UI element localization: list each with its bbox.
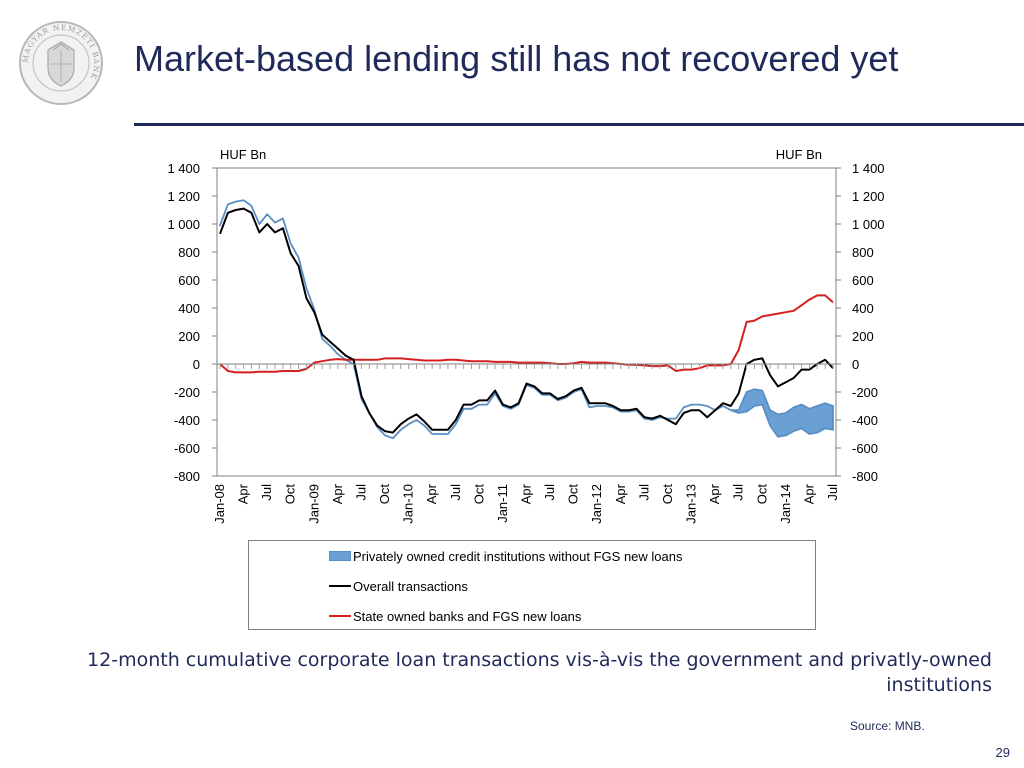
lending-chart: 1 400 1 400 1 200 1 200 1 000 1 000 800 800 600 6… <box>167 147 885 524</box>
x-tick-label: Jul <box>636 484 651 501</box>
x-tick-label: Jan-12 <box>589 484 604 524</box>
y-tick-label-right: 1 400 <box>852 161 885 176</box>
page-title: Market-based lending still has not recov… <box>134 38 899 79</box>
x-tick-label: Jul <box>825 484 840 501</box>
x-tick-label: Apr <box>519 483 534 504</box>
legend-label-state: State owned banks and FGS new loans <box>353 608 582 624</box>
x-tick-label: Jul <box>731 484 746 501</box>
source-note: Source: MNB. <box>850 719 925 733</box>
y-tick-label-right: 600 <box>852 273 874 288</box>
y-tick-label-right: -600 <box>852 441 878 456</box>
y-axis-label-left: HUF Bn <box>220 147 266 162</box>
x-tick-label: Apr <box>613 483 628 504</box>
y-tick-label-left: -600 <box>174 441 200 456</box>
y-tick-label-right: -800 <box>852 469 878 484</box>
y-tick-label-left: -800 <box>174 469 200 484</box>
y-tick-label-left: -400 <box>174 413 200 428</box>
y-tick-label-right: 800 <box>852 245 874 260</box>
x-tick-label: Apr <box>801 483 816 504</box>
x-tick-label: Jan-11 <box>495 484 510 523</box>
legend-swatch-overall <box>329 585 351 587</box>
x-tick-label: Jan-09 <box>306 484 321 524</box>
x-tick-label: Jul <box>448 484 463 501</box>
mnb-logo: MAGYAR NEMZETI BANK <box>19 21 103 105</box>
x-tick-label: Oct <box>377 484 392 505</box>
x-tick-label: Apr <box>707 483 722 504</box>
legend-swatch-state <box>329 615 351 617</box>
x-tick-label: Oct <box>660 484 675 505</box>
x-tick-label: Apr <box>236 483 251 504</box>
x-tick-label: Jan-14 <box>778 484 793 524</box>
x-tick-label: Apr <box>330 483 345 504</box>
y-tick-label-left: 400 <box>178 301 200 316</box>
y-tick-label-left: 600 <box>178 273 200 288</box>
legend-swatch-private <box>329 551 351 561</box>
x-tick-label: Jul <box>259 484 274 501</box>
chart-legend: Privately owned credit institutions with… <box>248 540 816 630</box>
y-tick-label-left: 1 400 <box>167 161 200 176</box>
series-private-band <box>219 199 834 440</box>
series-overall-line <box>219 207 834 434</box>
y-tick-label-left: -200 <box>174 385 200 400</box>
x-tick-label: Apr <box>424 483 439 504</box>
x-tick-label: Oct <box>471 484 486 505</box>
y-tick-label-right: 1 000 <box>852 217 885 232</box>
legend-item-state: State owned banks and FGS new loans <box>329 608 581 624</box>
y-tick-label-right: 0 <box>852 357 859 372</box>
x-tick-label: Jul <box>542 484 557 501</box>
page-number: 29 <box>995 745 1010 760</box>
x-tick-label: Jan-08 <box>212 484 227 524</box>
y-axis-label-right: HUF Bn <box>776 147 822 162</box>
plot-frame <box>216 167 837 477</box>
chart-caption: 12-month cumulative corporate loan trans… <box>87 649 992 696</box>
legend-item-overall: Overall transactions <box>329 578 468 594</box>
y-tick-label-left: 0 <box>193 357 200 372</box>
x-tick-label: Jan-13 <box>684 484 699 524</box>
title-divider <box>134 123 1024 126</box>
y-tick-label-right: -200 <box>852 385 878 400</box>
y-tick-label-right: 200 <box>852 329 874 344</box>
y-tick-label-left: 200 <box>178 329 200 344</box>
y-tick-label-left: 1 000 <box>167 217 200 232</box>
y-tick-label-right: -400 <box>852 413 878 428</box>
y-tick-label-left: 1 200 <box>167 189 200 204</box>
legend-label-private: Privately owned credit institutions with… <box>353 548 683 564</box>
legend-item-private: Privately owned credit institutions with… <box>329 548 683 564</box>
y-tick-label-left: 800 <box>178 245 200 260</box>
x-tick-label: Oct <box>566 484 581 505</box>
x-tick-label: Jan-10 <box>401 484 416 524</box>
legend-label-overall: Overall transactions <box>353 578 468 594</box>
x-tick-label: Oct <box>754 484 769 505</box>
x-tick-label: Jul <box>353 484 368 501</box>
x-tick-label: Oct <box>283 484 298 505</box>
y-tick-label-right: 400 <box>852 301 874 316</box>
y-tick-label-right: 1 200 <box>852 189 885 204</box>
